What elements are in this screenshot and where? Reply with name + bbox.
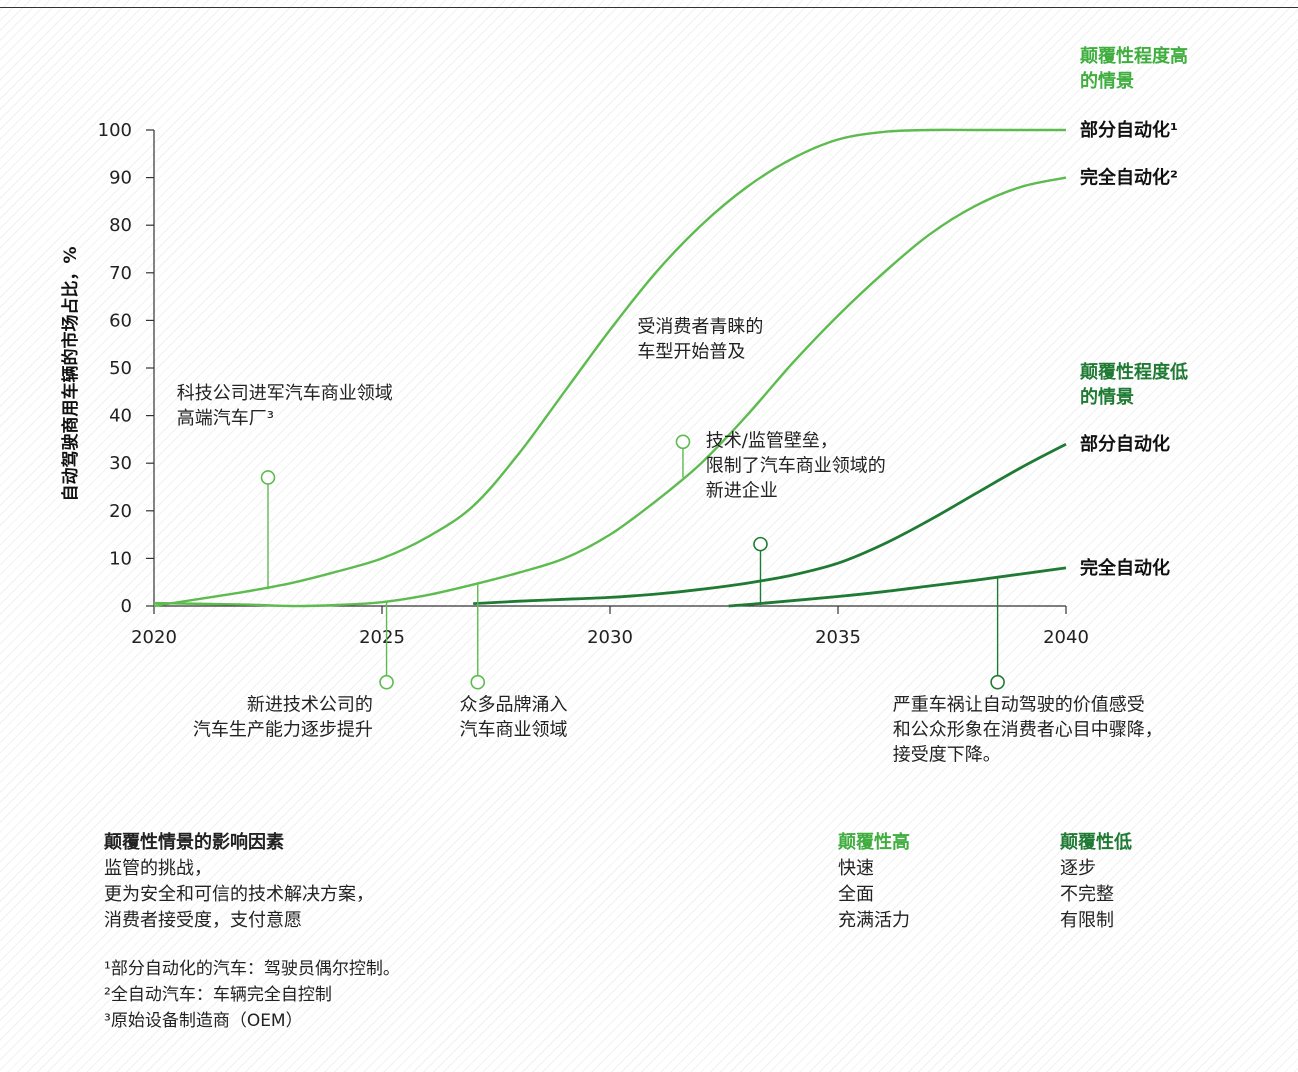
factor-item: 更为安全和可信的技术解决方案， bbox=[104, 884, 374, 905]
series-label: 完全自动化² bbox=[1080, 167, 1178, 189]
annotation-text: 新进企业 bbox=[706, 481, 778, 502]
annotation-text: 科技公司进军汽车商业领域 bbox=[177, 383, 393, 404]
annotation-marker bbox=[753, 536, 768, 552]
series-line bbox=[153, 128, 1066, 608]
annotation-text: 汽车商业领域 bbox=[460, 720, 568, 741]
footnote: ¹部分自动化的汽车：驾驶员偶尔控制。 bbox=[104, 959, 400, 979]
factor-item: 消费者接受度，支付意愿 bbox=[104, 910, 302, 931]
legend-low-item: 有限制 bbox=[1060, 910, 1114, 931]
scenario-title: 颠覆性程度高 bbox=[1080, 45, 1188, 67]
y-tick-label: 80 bbox=[109, 215, 132, 236]
x-tick-label: 2040 bbox=[1043, 627, 1089, 648]
y-tick-label: 30 bbox=[109, 453, 132, 474]
y-tick-label: 100 bbox=[98, 120, 132, 141]
y-tick-label: 70 bbox=[109, 263, 132, 284]
annotation-text: 严重车祸让自动驾驶的价值感受 bbox=[893, 695, 1145, 716]
legend-high-item: 全面 bbox=[838, 884, 874, 905]
series-line bbox=[728, 566, 1067, 608]
x-tick-label: 2030 bbox=[587, 627, 633, 648]
legend-low-item: 不完整 bbox=[1060, 884, 1114, 905]
legend-high-item: 快速 bbox=[838, 858, 874, 879]
series-label: 部分自动化¹ bbox=[1080, 119, 1178, 141]
annotation-marker bbox=[990, 674, 1005, 690]
x-tick-label: 2025 bbox=[359, 627, 405, 648]
legend-low-block: 颠覆性低 逐步 不完整 有限制 bbox=[1060, 830, 1132, 934]
factors-block: 颠覆性情景的影响因素 监管的挑战， 更为安全和可信的技术解决方案， 消费者接受度… bbox=[104, 830, 374, 934]
top-rule bbox=[0, 7, 1298, 8]
series-line bbox=[153, 176, 1067, 608]
x-tick-label: 2035 bbox=[815, 627, 861, 648]
series-label: 部分自动化 bbox=[1080, 433, 1170, 455]
annotation-text: 限制了汽车商业领域的 bbox=[706, 456, 886, 477]
series-label: 完全自动化 bbox=[1080, 557, 1170, 579]
scenario-title: 的情景 bbox=[1080, 386, 1134, 408]
annotation-marker bbox=[470, 674, 486, 690]
factors-title: 颠覆性情景的影响因素 bbox=[104, 832, 284, 853]
annotation-marker bbox=[379, 674, 394, 690]
footnote: ²全自动汽车：车辆完全自控制 bbox=[104, 985, 332, 1005]
legend-high-block: 颠覆性高 快速 全面 充满活力 bbox=[838, 830, 910, 934]
footnote: ³原始设备制造商（OEM） bbox=[104, 1011, 303, 1031]
scenario-title: 颠覆性程度低 bbox=[1080, 361, 1188, 383]
legend-low-title: 颠覆性低 bbox=[1060, 832, 1132, 853]
annotation-marker bbox=[260, 470, 276, 485]
y-tick-label: 50 bbox=[109, 358, 132, 379]
y-axis-title: 自动驾驶商用车辆的市场占比，% bbox=[60, 246, 81, 501]
annotation-text: 和公众形象在消费者心目中骤降， bbox=[893, 720, 1163, 741]
legend-low-item: 逐步 bbox=[1060, 858, 1096, 879]
x-tick-label: 2020 bbox=[131, 627, 177, 648]
y-tick-label: 0 bbox=[121, 596, 132, 617]
annotation-marker bbox=[675, 434, 691, 450]
annotation-text: 众多品牌涌入 bbox=[460, 695, 568, 716]
footnotes: ¹部分自动化的汽车：驾驶员偶尔控制。 ²全自动汽车：车辆完全自控制 ³原始设备制… bbox=[104, 956, 400, 1034]
annotation-text: 接受度下降。 bbox=[893, 745, 1001, 766]
legend-high-title: 颠覆性高 bbox=[838, 832, 910, 853]
scenario-title: 的情景 bbox=[1080, 70, 1134, 92]
series-line bbox=[473, 442, 1067, 605]
factor-item: 监管的挑战， bbox=[104, 858, 212, 879]
y-tick-label: 20 bbox=[109, 501, 132, 522]
legend-high-item: 充满活力 bbox=[838, 910, 910, 931]
annotation-text: 车型开始普及 bbox=[637, 341, 745, 362]
annotation-text: 技术/监管壁垒， bbox=[706, 431, 838, 452]
y-tick-label: 90 bbox=[109, 168, 132, 189]
annotation-text: 受消费者青睐的 bbox=[637, 316, 763, 337]
annotation-text: 高端汽车厂³ bbox=[177, 408, 274, 429]
y-tick-label: 40 bbox=[109, 406, 132, 427]
y-tick-label: 60 bbox=[109, 310, 132, 331]
annotation-text: 新进技术公司的 bbox=[247, 695, 373, 716]
y-tick-label: 10 bbox=[109, 548, 132, 569]
annotation-text: 汽车生产能力逐步提升 bbox=[193, 720, 373, 741]
